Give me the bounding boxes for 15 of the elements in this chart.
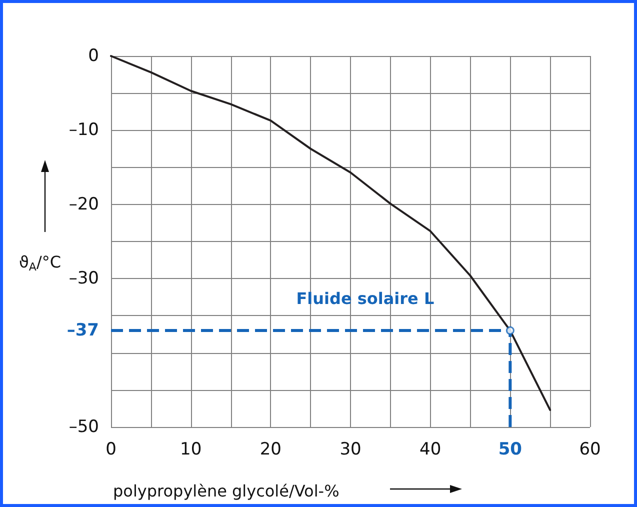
x-tick-label: 20 [260,440,282,460]
x-tick-label: 0 [106,440,116,460]
y-tick-label: –20 [68,194,99,214]
ref-line-label: –37 [66,320,99,341]
y-tick-label: –50 [68,417,99,437]
y-tick-label: –10 [68,120,99,140]
y-tick-label: –30 [68,268,99,289]
x-tick-label: 10 [180,440,202,460]
x-tick-label: 60 [579,440,601,460]
annotation: Fluide solaire L [296,289,434,308]
ref-line-label: 50 [498,440,522,460]
x-tick-label: 40 [420,440,442,460]
x-tick-label: 30 [340,440,362,460]
x-axis-title: polypropylène glycolé/Vol-% [113,482,340,500]
y-tick-label: 0 [88,46,99,66]
